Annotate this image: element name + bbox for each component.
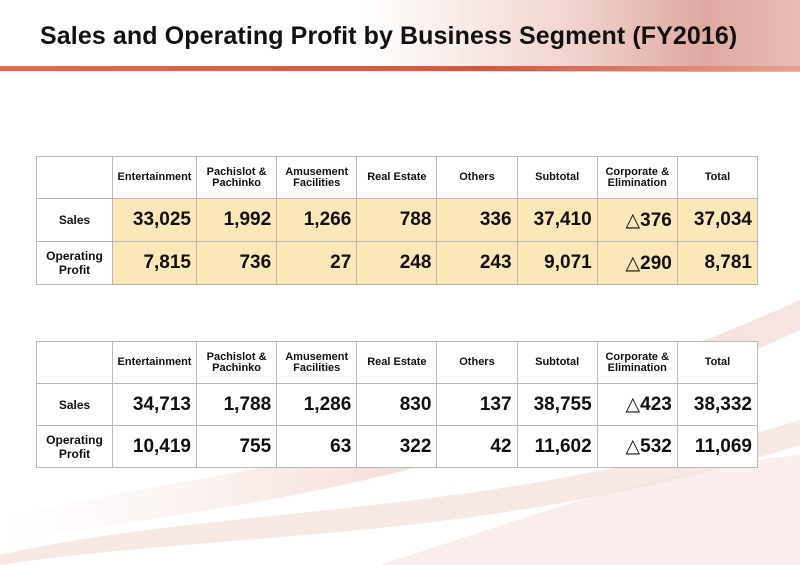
cell-value: 34,713 — [112, 383, 197, 426]
page-title: Sales and Operating Profit by Business S… — [40, 22, 738, 50]
table-row: Sales 33,025 1,992 1,266 788 336 37,410 … — [36, 198, 759, 242]
segment-table-2: Entertainment Pachislot & Pachinko Amusem… — [36, 341, 759, 468]
column-header: Corporate & Elimination — [596, 341, 678, 384]
cell-value: 37,034 — [676, 198, 759, 242]
cell-value: 1,788 — [195, 383, 278, 426]
table-row: Operating Profit 10,419 755 63 322 42 11,… — [36, 425, 759, 468]
cell-value: 11,602 — [516, 425, 598, 468]
segment-table-1: Entertainment Pachislot & Pachinko Amusem… — [36, 156, 759, 285]
row-label: Operating Profit — [36, 425, 113, 468]
cell-value: 7,815 — [112, 241, 197, 285]
cell-value: 336 — [436, 198, 518, 242]
column-header: Total — [676, 341, 759, 384]
column-header: Amusement Facilities — [276, 156, 358, 199]
header-corner — [36, 156, 113, 199]
row-label: Sales — [36, 383, 113, 426]
cell-value: 27 — [276, 241, 358, 285]
column-header: Others — [436, 341, 518, 384]
cell-value: △423 — [596, 383, 678, 426]
cell-value: 736 — [195, 241, 278, 285]
column-header: Others — [436, 156, 518, 199]
row-label: Sales — [36, 198, 113, 242]
cell-value: 788 — [356, 198, 438, 242]
column-header: Entertainment — [112, 341, 197, 384]
cell-value: 1,992 — [195, 198, 278, 242]
column-header: Entertainment — [112, 156, 197, 199]
column-header: Amusement Facilities — [276, 341, 358, 384]
cell-value: 37,410 — [516, 198, 598, 242]
cell-value: 243 — [436, 241, 518, 285]
cell-value: 42 — [436, 425, 518, 468]
header-background — [0, 0, 800, 72]
column-header: Pachislot & Pachinko — [195, 341, 278, 384]
cell-value: 1,266 — [276, 198, 358, 242]
cell-value: 830 — [356, 383, 438, 426]
cell-value: 9,071 — [516, 241, 598, 285]
cell-value: 63 — [276, 425, 358, 468]
column-header: Real Estate — [356, 341, 438, 384]
cell-value: 248 — [356, 241, 438, 285]
column-header: Real Estate — [356, 156, 438, 199]
table-row: Operating Profit 7,815 736 27 248 243 9,0… — [36, 241, 759, 285]
cell-value: △376 — [596, 198, 678, 242]
cell-value: 8,781 — [676, 241, 759, 285]
cell-value: 38,332 — [676, 383, 759, 426]
cell-value: 137 — [436, 383, 518, 426]
column-header: Pachislot & Pachinko — [195, 156, 278, 199]
header-corner — [36, 341, 113, 384]
column-header: Subtotal — [516, 341, 598, 384]
cell-value: 38,755 — [516, 383, 598, 426]
row-label: Operating Profit — [36, 241, 113, 285]
cell-value: 755 — [195, 425, 278, 468]
cell-value: 10,419 — [112, 425, 197, 468]
cell-value: △290 — [596, 241, 678, 285]
cell-value: 11,069 — [676, 425, 759, 468]
column-header: Total — [676, 156, 759, 199]
cell-value: 1,286 — [276, 383, 358, 426]
header-rule — [0, 66, 800, 71]
cell-value: 322 — [356, 425, 438, 468]
table-row: Sales 34,713 1,788 1,286 830 137 38,755 … — [36, 383, 759, 426]
column-header: Corporate & Elimination — [596, 156, 678, 199]
column-header: Subtotal — [516, 156, 598, 199]
cell-value: △532 — [596, 425, 678, 468]
cell-value: 33,025 — [112, 198, 197, 242]
